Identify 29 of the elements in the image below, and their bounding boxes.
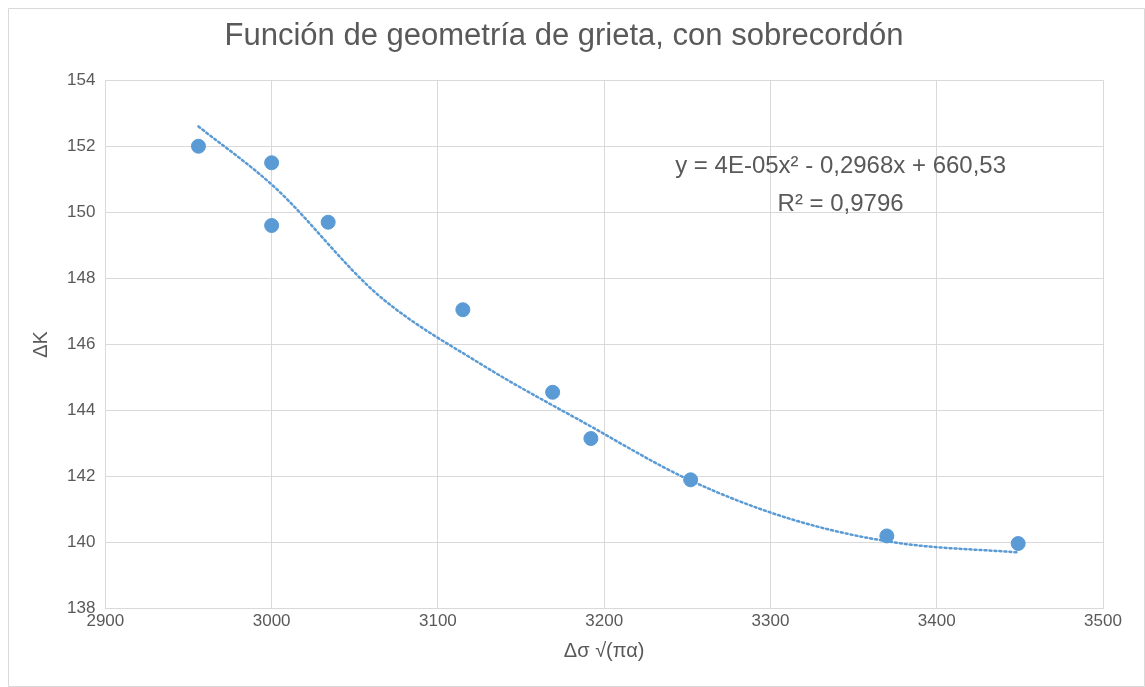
chart-title: Función de geometría de grieta, con sobrecordón xyxy=(224,17,904,53)
point xyxy=(264,155,280,171)
x-tick-label: 3200 xyxy=(585,611,624,631)
point xyxy=(320,214,336,230)
y-tick-label: 148 xyxy=(66,268,96,288)
point xyxy=(264,218,280,234)
x-tick-label: 3100 xyxy=(419,611,457,631)
point xyxy=(879,528,895,544)
y-tick-label: 144 xyxy=(66,400,96,420)
y-tick-label: 150 xyxy=(66,201,96,221)
x-tick-label: 3300 xyxy=(751,611,790,631)
point xyxy=(683,472,699,488)
point xyxy=(190,138,206,154)
x-tick-label: 3400 xyxy=(917,611,956,631)
y-tick-label: 142 xyxy=(66,466,96,486)
y-tick-label: 140 xyxy=(66,532,96,552)
annotation: R² = 0,9796 xyxy=(777,188,904,216)
y-tick-label: 154 xyxy=(66,69,96,89)
x-tick-label: 3500 xyxy=(1084,611,1122,631)
y-tick-label: 152 xyxy=(66,135,96,155)
x-tick-label: 3000 xyxy=(252,611,291,631)
y-axis-title: ΔK xyxy=(28,330,51,358)
point xyxy=(1010,536,1026,552)
y-tick-label: 146 xyxy=(66,334,96,354)
point xyxy=(545,384,561,400)
x-axis-title: Δσ √(πα) xyxy=(563,638,645,661)
point xyxy=(583,431,599,447)
point xyxy=(455,302,471,318)
annotation: y = 4E-05x² - 0,2968x + 660,53 xyxy=(675,150,1007,178)
